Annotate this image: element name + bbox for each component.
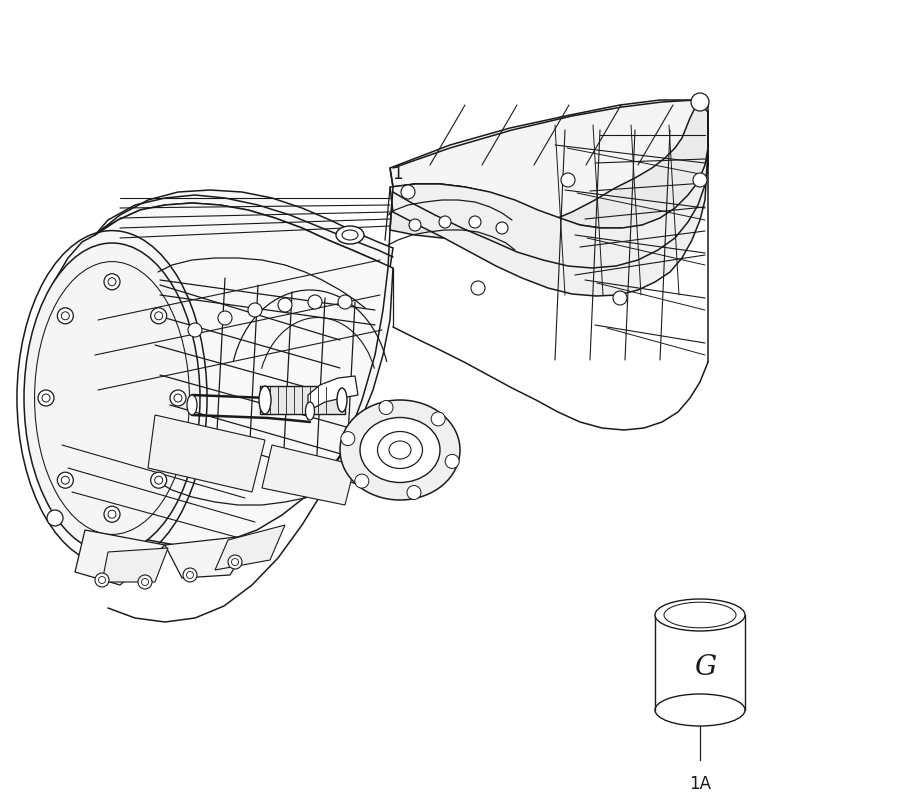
Circle shape <box>338 295 352 309</box>
Circle shape <box>188 323 202 337</box>
Ellipse shape <box>655 694 745 726</box>
Circle shape <box>248 303 262 317</box>
Circle shape <box>174 394 182 402</box>
Ellipse shape <box>24 243 200 553</box>
Circle shape <box>278 298 292 312</box>
Circle shape <box>186 572 194 578</box>
Circle shape <box>469 216 481 228</box>
Polygon shape <box>390 100 708 238</box>
Polygon shape <box>390 148 708 296</box>
Polygon shape <box>215 525 285 570</box>
Circle shape <box>58 472 73 488</box>
Circle shape <box>61 476 69 484</box>
Ellipse shape <box>655 599 745 631</box>
Circle shape <box>155 312 163 320</box>
Circle shape <box>341 431 355 446</box>
Polygon shape <box>95 190 393 268</box>
Circle shape <box>155 476 163 484</box>
Circle shape <box>308 295 322 309</box>
Circle shape <box>61 312 69 320</box>
Circle shape <box>439 216 451 228</box>
Ellipse shape <box>337 388 347 412</box>
Polygon shape <box>390 100 708 228</box>
Circle shape <box>693 173 707 187</box>
Circle shape <box>183 568 197 582</box>
Polygon shape <box>148 415 265 492</box>
Circle shape <box>471 281 485 295</box>
Circle shape <box>496 222 508 234</box>
Circle shape <box>561 173 575 187</box>
Circle shape <box>228 555 242 569</box>
Text: G: G <box>694 654 716 681</box>
Circle shape <box>150 472 166 488</box>
Circle shape <box>141 578 149 585</box>
Circle shape <box>231 558 239 565</box>
Ellipse shape <box>389 441 411 459</box>
Circle shape <box>38 390 54 406</box>
Circle shape <box>401 185 415 199</box>
Circle shape <box>58 308 73 324</box>
Text: 1: 1 <box>392 165 402 183</box>
Circle shape <box>95 573 109 587</box>
Circle shape <box>446 455 459 468</box>
Polygon shape <box>262 445 355 505</box>
Circle shape <box>691 93 709 111</box>
Circle shape <box>613 291 627 305</box>
Ellipse shape <box>336 226 364 244</box>
Circle shape <box>170 390 186 406</box>
Ellipse shape <box>259 386 271 414</box>
Circle shape <box>150 308 166 324</box>
Polygon shape <box>308 376 358 420</box>
Circle shape <box>108 510 116 518</box>
Polygon shape <box>102 548 168 582</box>
Circle shape <box>104 273 120 290</box>
Ellipse shape <box>360 418 440 483</box>
Circle shape <box>138 575 152 589</box>
Polygon shape <box>75 530 165 585</box>
Circle shape <box>104 506 120 522</box>
Circle shape <box>108 277 116 286</box>
Circle shape <box>42 394 50 402</box>
Polygon shape <box>165 535 255 578</box>
Ellipse shape <box>664 602 736 628</box>
Circle shape <box>355 474 369 488</box>
Ellipse shape <box>377 431 422 468</box>
Polygon shape <box>260 386 345 414</box>
Circle shape <box>431 412 446 426</box>
Circle shape <box>407 485 421 500</box>
Polygon shape <box>38 203 393 545</box>
Ellipse shape <box>342 230 358 240</box>
Ellipse shape <box>340 400 460 500</box>
Ellipse shape <box>305 402 314 420</box>
Text: 1A: 1A <box>689 775 711 793</box>
Circle shape <box>47 510 63 526</box>
Circle shape <box>98 577 105 584</box>
Ellipse shape <box>187 395 197 415</box>
Circle shape <box>218 311 232 325</box>
Circle shape <box>379 400 393 415</box>
Circle shape <box>409 219 421 231</box>
